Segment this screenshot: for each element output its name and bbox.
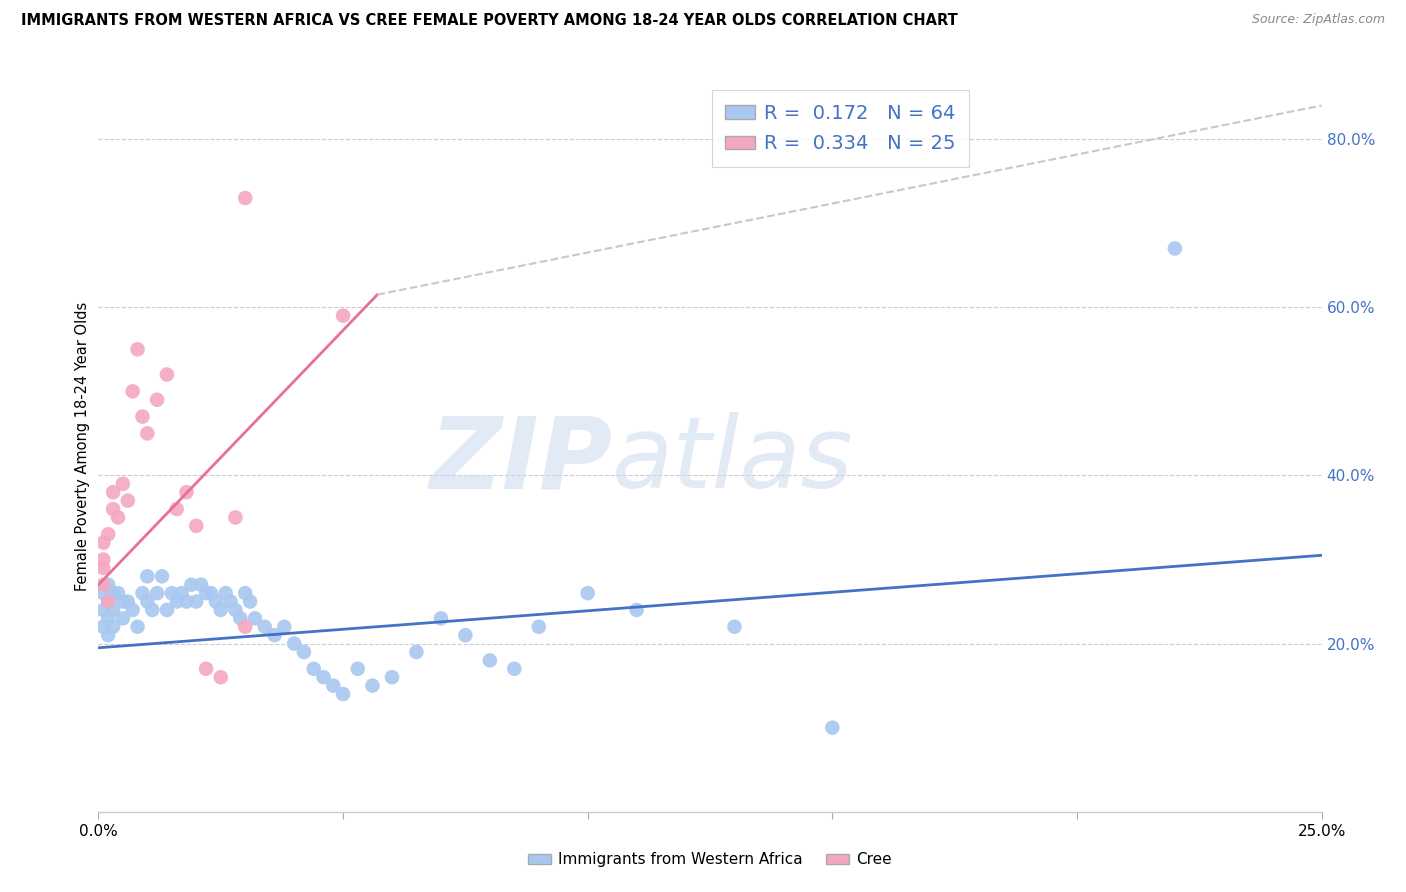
- Point: [156, 603, 179, 617]
- Point: [136, 569, 159, 583]
- Point: [292, 645, 315, 659]
- Point: [176, 594, 198, 608]
- Point: [322, 679, 344, 693]
- Point: [166, 594, 188, 608]
- Point: [170, 586, 193, 600]
- Text: Source: ZipAtlas.com: Source: ZipAtlas.com: [1251, 13, 1385, 27]
- Point: [107, 510, 129, 524]
- Y-axis label: Female Poverty Among 18-24 Year Olds: Female Poverty Among 18-24 Year Olds: [75, 301, 90, 591]
- Point: [97, 628, 120, 642]
- Point: [91, 578, 114, 592]
- Point: [186, 519, 208, 533]
- Point: [117, 594, 139, 608]
- Point: [97, 611, 120, 625]
- Point: [200, 586, 222, 600]
- Point: [381, 670, 404, 684]
- Point: [405, 645, 427, 659]
- Point: [229, 611, 252, 625]
- Point: [91, 552, 114, 566]
- Point: [312, 670, 335, 684]
- Point: [121, 603, 143, 617]
- Point: [209, 670, 232, 684]
- Point: [263, 628, 285, 642]
- Point: [190, 578, 212, 592]
- Point: [131, 409, 153, 424]
- Point: [176, 485, 198, 500]
- Point: [233, 191, 256, 205]
- Point: [97, 527, 120, 541]
- Point: [136, 594, 159, 608]
- Text: atlas: atlas: [612, 412, 853, 509]
- Point: [430, 611, 453, 625]
- Point: [180, 578, 202, 592]
- Point: [332, 687, 354, 701]
- Point: [97, 594, 120, 608]
- Point: [127, 620, 149, 634]
- Point: [141, 603, 163, 617]
- Point: [111, 476, 134, 491]
- Point: [97, 578, 120, 592]
- Point: [239, 594, 262, 608]
- Point: [111, 594, 134, 608]
- Point: [205, 594, 228, 608]
- Point: [527, 620, 550, 634]
- Point: [243, 611, 266, 625]
- Point: [136, 426, 159, 441]
- Point: [160, 586, 183, 600]
- Point: [91, 620, 114, 634]
- Point: [346, 662, 368, 676]
- Text: ZIP: ZIP: [429, 412, 612, 509]
- Point: [101, 586, 124, 600]
- Point: [107, 586, 129, 600]
- Point: [253, 620, 276, 634]
- Point: [283, 636, 305, 650]
- Point: [166, 502, 188, 516]
- Point: [156, 368, 179, 382]
- Point: [150, 569, 173, 583]
- Point: [723, 620, 745, 634]
- Point: [224, 510, 246, 524]
- Point: [101, 485, 124, 500]
- Point: [91, 603, 114, 617]
- Point: [576, 586, 599, 600]
- Point: [91, 586, 114, 600]
- Point: [273, 620, 295, 634]
- Point: [195, 586, 218, 600]
- Point: [332, 309, 354, 323]
- Point: [503, 662, 526, 676]
- Point: [91, 561, 114, 575]
- Point: [626, 603, 648, 617]
- Point: [97, 594, 120, 608]
- Point: [101, 620, 124, 634]
- Point: [195, 662, 218, 676]
- Point: [186, 594, 208, 608]
- Point: [117, 493, 139, 508]
- Point: [224, 603, 246, 617]
- Point: [302, 662, 325, 676]
- Point: [478, 653, 501, 667]
- Point: [91, 535, 114, 549]
- Point: [111, 611, 134, 625]
- Point: [209, 603, 232, 617]
- Text: IMMIGRANTS FROM WESTERN AFRICA VS CREE FEMALE POVERTY AMONG 18-24 YEAR OLDS CORR: IMMIGRANTS FROM WESTERN AFRICA VS CREE F…: [21, 13, 957, 29]
- Point: [233, 620, 256, 634]
- Legend: Immigrants from Western Africa, Cree: Immigrants from Western Africa, Cree: [522, 847, 898, 873]
- Point: [1164, 242, 1187, 256]
- Point: [454, 628, 477, 642]
- Point: [821, 721, 844, 735]
- Point: [219, 594, 242, 608]
- Point: [146, 586, 169, 600]
- Point: [101, 603, 124, 617]
- Point: [361, 679, 384, 693]
- Point: [214, 586, 236, 600]
- Point: [146, 392, 169, 407]
- Point: [101, 502, 124, 516]
- Point: [127, 343, 149, 357]
- Point: [121, 384, 143, 399]
- Point: [233, 586, 256, 600]
- Point: [131, 586, 153, 600]
